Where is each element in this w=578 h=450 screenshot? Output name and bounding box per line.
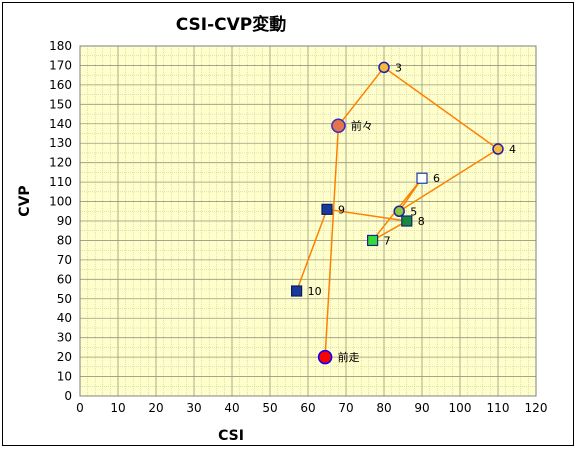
x-tick-label: 30	[186, 401, 201, 415]
y-tick-label: 100	[49, 195, 72, 209]
data-point-label: 前走	[338, 350, 360, 364]
chart-frame: CSI-CVP変動 0 10 20 30 40 50 60 70 80 90 100 110 120 0 1…	[2, 2, 574, 446]
series-path	[295, 66, 500, 358]
plot-border	[79, 45, 537, 397]
data-point-circle[interactable]	[331, 118, 346, 133]
data-point-label: 7	[384, 234, 391, 247]
data-point-label: 8	[418, 215, 425, 228]
data-point-circle[interactable]	[378, 61, 390, 74]
data-point-label: 5	[410, 205, 417, 218]
y-tick-label: 150	[49, 97, 72, 111]
y-tick-label: 120	[49, 156, 72, 170]
x-tick-label: 60	[300, 401, 315, 415]
data-point-label: 4	[509, 143, 516, 156]
data-point-label: 3	[395, 61, 402, 74]
y-tick-label: 80	[57, 233, 72, 247]
data-point-square[interactable]	[416, 172, 428, 184]
y-tick-label: 40	[57, 311, 72, 325]
x-tick-label: 10	[110, 401, 125, 415]
y-tick-label: 0	[64, 389, 72, 403]
x-axis-title: CSI	[218, 428, 244, 444]
x-tick-label: 110	[487, 401, 510, 415]
y-tick-label: 90	[57, 214, 72, 228]
y-tick-label: 30	[57, 331, 72, 345]
y-tick-label: 130	[49, 136, 72, 150]
data-point-circle[interactable]	[317, 349, 333, 365]
data-point-label: 10	[308, 285, 322, 298]
data-point-square[interactable]	[291, 285, 303, 297]
data-point-label: 前々	[351, 119, 373, 133]
y-tick-label: 170	[49, 58, 72, 72]
x-tick-label: 80	[376, 401, 391, 415]
data-point-square[interactable]	[401, 215, 413, 227]
y-tick-label: 180	[49, 39, 72, 53]
x-tick-label: 70	[338, 401, 353, 415]
data-point-circle[interactable]	[393, 205, 405, 218]
y-axis-title: CVP	[17, 185, 33, 216]
y-tick-label: 20	[57, 350, 72, 364]
x-tick-label: 0	[76, 401, 84, 415]
data-point-label: 6	[433, 172, 440, 185]
x-tick-label: 90	[414, 401, 429, 415]
y-tick-label: 50	[57, 292, 72, 306]
data-point-square[interactable]	[367, 234, 379, 247]
y-tick-label: 10	[57, 370, 72, 384]
x-tick-label: 100	[449, 401, 472, 415]
y-tick-label: 110	[49, 175, 72, 189]
y-tick-label: 140	[49, 117, 72, 131]
x-tick-label: 40	[224, 401, 239, 415]
data-point-square[interactable]	[321, 203, 333, 215]
data-point-circle[interactable]	[492, 143, 504, 155]
y-tick-label: 70	[57, 253, 72, 267]
x-tick-label: 20	[148, 401, 163, 415]
csi-cvp-chart: CSI-CVP変動 0 10 20 30 40 50 60 70 80 90 100 110 120 0 1…	[17, 14, 548, 444]
data-point-label: 9	[338, 203, 345, 216]
y-tick-label: 60	[57, 272, 72, 286]
chart-title: CSI-CVP変動	[176, 14, 287, 35]
x-tick-label: 120	[525, 401, 548, 415]
y-tick-label: 160	[49, 78, 72, 92]
x-tick-label: 50	[262, 401, 277, 415]
